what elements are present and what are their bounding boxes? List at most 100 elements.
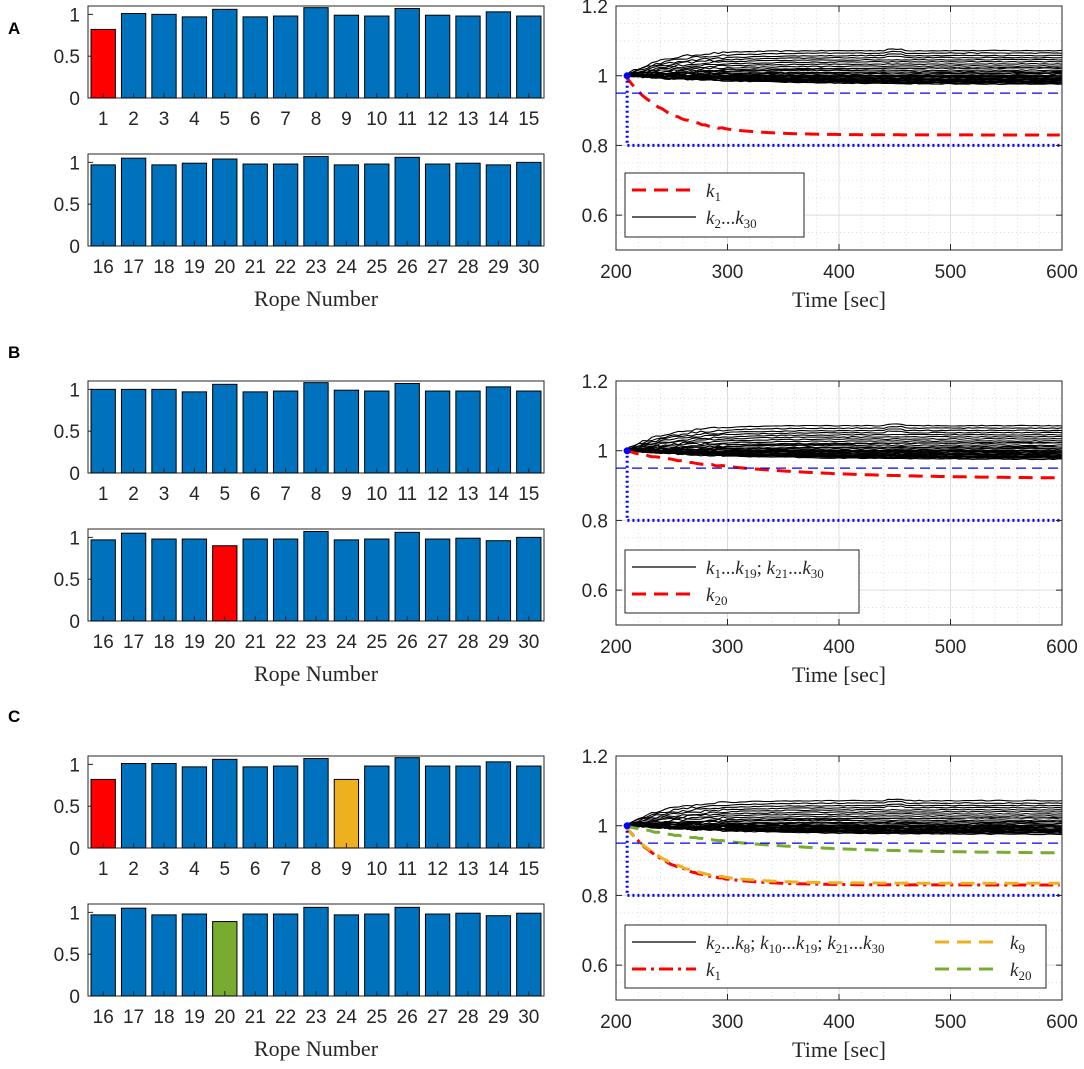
y-tick-label: 0.5 xyxy=(54,945,80,966)
x-tick-label-11: 11 xyxy=(397,484,417,505)
bar-rope-26 xyxy=(394,531,420,622)
ensemble-line-k xyxy=(624,74,1062,86)
legend: k2...k8; k10...k19; k21...k30 k1 k9 k20 xyxy=(624,924,1047,989)
bar-rope-6 xyxy=(242,16,268,99)
bar-rope-5 xyxy=(212,383,238,474)
x-tick-label-18: 18 xyxy=(153,632,174,653)
y-tick-label: 0.8 xyxy=(582,511,608,532)
series-k20 xyxy=(624,449,1060,480)
x-tick-label-7: 7 xyxy=(280,484,291,505)
bar-x-axis-label: Rope Number xyxy=(254,1036,379,1061)
bar-rope-3 xyxy=(151,763,177,849)
bar-rope-17 xyxy=(120,532,147,622)
ensemble-line-k xyxy=(624,803,1062,827)
x-tick-label-7: 7 xyxy=(280,859,291,880)
bar-rope-8 xyxy=(303,382,329,474)
x-tick-label-22: 22 xyxy=(275,1007,296,1028)
bar-rope-21 xyxy=(242,538,268,622)
x-tick-label-18: 18 xyxy=(153,257,174,278)
legend-label: k2...k8; k10...k19; k21...k30 xyxy=(706,933,884,956)
bar-rope-19 xyxy=(181,538,208,622)
x-tick-label-23: 23 xyxy=(305,1007,326,1028)
x-tick-label-20: 20 xyxy=(214,632,235,653)
x-tick-label-6: 6 xyxy=(250,484,261,505)
bar-rope-17 xyxy=(120,907,147,997)
x-tick-label-29: 29 xyxy=(488,257,509,278)
bar-rope-2 xyxy=(120,13,147,99)
x-tick-label-28: 28 xyxy=(457,257,478,278)
bar-rope-27 xyxy=(424,538,451,622)
legend-label: k20 xyxy=(706,585,727,608)
ensemble-line-k xyxy=(624,449,1062,453)
y-tick-label: 1 xyxy=(69,380,80,401)
bar-rope-4 xyxy=(181,766,208,849)
series-k9 xyxy=(623,824,1060,885)
x-tick-label-4: 4 xyxy=(189,109,200,130)
bar-rope-20 xyxy=(212,158,238,247)
x-tick-label-15: 15 xyxy=(518,484,539,505)
bar-rope-16 xyxy=(90,914,116,997)
bar-rope-5 xyxy=(212,758,238,849)
y-tick-label: 0.5 xyxy=(54,797,80,818)
y-tick-label: 1.2 xyxy=(582,0,608,18)
bar-rope-28 xyxy=(455,912,481,997)
x-tick-label-17: 17 xyxy=(123,257,144,278)
bar-rope-27 xyxy=(424,163,451,247)
bar-rope-24 xyxy=(333,164,360,247)
y-tick-label: 0 xyxy=(69,237,80,258)
x-tick-label: 500 xyxy=(935,1012,967,1033)
x-tick-label-20: 20 xyxy=(214,257,235,278)
ensemble-line-k xyxy=(624,70,1062,77)
bar-rope-10 xyxy=(364,390,390,474)
legend: k1 k2...k30 xyxy=(624,172,805,238)
x-tick-label-14: 14 xyxy=(488,484,510,505)
x-tick-label-18: 18 xyxy=(153,1007,174,1028)
bar-rope-11 xyxy=(394,8,420,99)
x-tick-label-29: 29 xyxy=(488,1007,509,1028)
x-tick-label: 600 xyxy=(1046,1012,1078,1033)
bar-rope-15 xyxy=(516,15,542,99)
bar-rope-26 xyxy=(394,156,420,247)
x-tick-label-26: 26 xyxy=(397,257,418,278)
bar-rope-7 xyxy=(272,765,299,849)
bar-rope-26 xyxy=(394,906,420,997)
x-tick-label-19: 19 xyxy=(184,257,205,278)
x-tick-label-30: 30 xyxy=(518,1007,539,1028)
bar-rope-16 xyxy=(90,539,116,622)
x-tick-label: 600 xyxy=(1046,262,1078,283)
bar-rope-22 xyxy=(272,163,299,247)
x-tick-label-13: 13 xyxy=(457,109,478,130)
y-tick-label: 1 xyxy=(597,817,608,838)
x-axis-label: Time [sec] xyxy=(792,287,886,312)
bar-rope-25 xyxy=(364,913,390,997)
ensemble-line-k xyxy=(624,423,1062,453)
x-tick-label-1: 1 xyxy=(98,484,109,505)
ensemble-line-k xyxy=(624,810,1062,826)
ensemble-line-k xyxy=(624,450,1062,455)
bar-rope-6 xyxy=(242,391,268,474)
bar-rope-25 xyxy=(364,538,390,622)
bar-rope-25 xyxy=(364,163,390,247)
x-tick-label-19: 19 xyxy=(184,1007,205,1028)
bar-rope-18 xyxy=(151,538,177,622)
bar-rope-14 xyxy=(485,761,512,849)
bar-rope-13 xyxy=(455,15,481,99)
ensemble-lines xyxy=(623,48,1062,137)
x-axis-label: Time [sec] xyxy=(792,662,886,687)
ensemble-line-k xyxy=(624,65,1062,77)
x-tick-label-5: 5 xyxy=(220,859,231,880)
x-tick-label-8: 8 xyxy=(311,109,322,130)
bar-rope-8 xyxy=(303,758,329,849)
bar-rope-30 xyxy=(516,912,542,997)
bar-rope-30 xyxy=(516,161,542,247)
x-tick-label-23: 23 xyxy=(305,632,326,653)
y-tick-label: 0.6 xyxy=(582,206,608,227)
legend: k1...k19; k21...k30 k20 xyxy=(624,549,860,614)
x-tick-label-9: 9 xyxy=(341,859,352,880)
y-tick-label: 0.6 xyxy=(582,581,608,602)
y-tick-label: 1 xyxy=(69,755,80,776)
x-tick-label-7: 7 xyxy=(280,109,291,130)
bar-rope-9 xyxy=(333,778,360,849)
bar-rope-14 xyxy=(485,386,512,474)
ensemble-line-k xyxy=(624,62,1062,76)
